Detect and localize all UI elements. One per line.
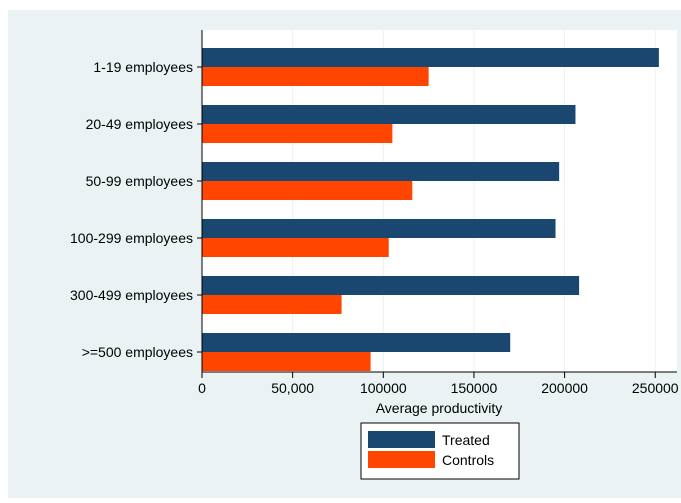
bar-treated-1 <box>202 105 576 124</box>
category-label: 1-19 employees <box>93 59 193 75</box>
x-tick-label: 0 <box>198 380 206 396</box>
x-tick-label: 150000 <box>451 380 498 396</box>
category-label: 100-299 employees <box>70 230 193 246</box>
x-tick-label: 200000 <box>541 380 588 396</box>
bar-controls-2 <box>202 181 413 200</box>
bar-treated-2 <box>202 162 560 181</box>
category-label: >=500 employees <box>82 344 193 360</box>
bar-controls-5 <box>202 352 371 371</box>
bar-treated-3 <box>202 219 556 238</box>
category-label: 300-499 employees <box>70 287 193 303</box>
bar-treated-4 <box>202 276 580 295</box>
x-tick-label: 50,000 <box>271 380 314 396</box>
category-label: 20-49 employees <box>86 116 193 132</box>
x-tick-label: 100000 <box>360 380 407 396</box>
bar-treated-0 <box>202 48 659 67</box>
category-label: 50-99 employees <box>86 173 193 189</box>
bar-controls-3 <box>202 238 389 257</box>
bar-treated-5 <box>202 333 511 352</box>
legend-swatch-controls <box>368 451 435 468</box>
legend-label: Controls <box>442 452 494 468</box>
x-tick-label: 250000 <box>632 380 679 396</box>
bar-controls-1 <box>202 124 393 143</box>
bar-controls-4 <box>202 295 342 314</box>
x-axis-title: Average productivity <box>376 400 503 416</box>
legend-label: Treated <box>442 432 490 448</box>
plot-area <box>202 30 677 372</box>
bar-controls-0 <box>202 67 429 86</box>
legend-swatch-treated <box>368 431 435 448</box>
